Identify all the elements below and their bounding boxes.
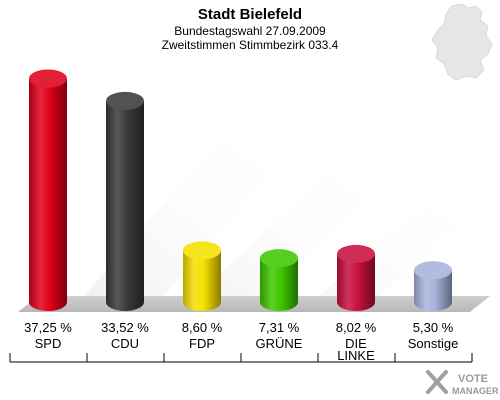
category-label: GRÜNE	[256, 336, 303, 351]
bar-spd	[29, 69, 67, 311]
bar-body	[337, 253, 375, 311]
category-label: Sonstige	[408, 336, 459, 351]
bars-group	[29, 69, 452, 311]
bar-sonstige	[414, 261, 452, 311]
bar-top	[29, 69, 67, 88]
bar-top	[183, 241, 221, 260]
logo-text-line2: MANAGER	[452, 386, 499, 396]
bar-body	[29, 78, 67, 311]
bar-body	[183, 250, 221, 311]
bar-gr-ne	[260, 249, 298, 311]
category-label: FDP	[189, 336, 215, 351]
bar-die-linke	[337, 244, 375, 311]
category-label: DIE LINKE	[337, 336, 375, 363]
bar-cdu	[106, 91, 144, 311]
category-labels-group: SPD CDU FDP GRÜNE DIE LINKE Sonstige	[35, 336, 459, 363]
bar-body	[260, 258, 298, 311]
bar-top	[106, 91, 144, 110]
value-label: 37,25 %	[24, 320, 72, 335]
value-label: 5,30 %	[413, 320, 454, 335]
bar-body	[106, 100, 144, 311]
value-label: 7,31 %	[259, 320, 300, 335]
value-label: 33,52 %	[101, 320, 149, 335]
bar-top	[414, 261, 452, 280]
value-label: 8,02 %	[336, 320, 377, 335]
category-label: SPD	[35, 336, 62, 351]
chart-title: Stadt Bielefeld	[198, 6, 302, 23]
germany-map-icon	[431, 3, 493, 81]
logo-text-line1: VOTE	[458, 373, 488, 385]
bar-fdp	[183, 241, 221, 311]
category-axis-ticks	[9, 353, 473, 362]
chart-subtitle: Bundestagswahl 27.09.2009	[174, 24, 326, 38]
value-label: 8,60 %	[182, 320, 223, 335]
bar-top	[337, 244, 375, 263]
value-labels-group: 37,25 % 33,52 % 8,60 % 7,31 % 8,02 % 5,30 %	[24, 320, 454, 335]
bar-body	[414, 270, 452, 311]
vote-manager-logo: VOTE MANAGER	[426, 370, 499, 396]
bar-top	[260, 249, 298, 268]
category-label: CDU	[111, 336, 139, 351]
logo-cross-icon	[426, 370, 448, 394]
chart-subtitle-2: Zweitstimmen Stimmbezirk 033.4	[162, 38, 339, 52]
